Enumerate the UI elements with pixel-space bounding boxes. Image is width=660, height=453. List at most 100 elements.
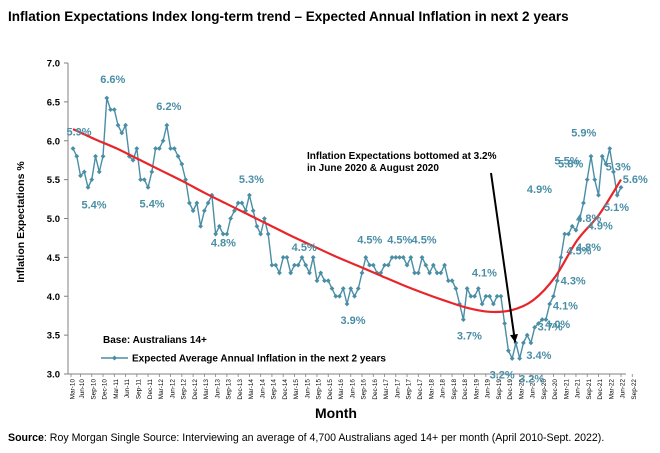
x-tick-label: Jun-11 — [124, 379, 131, 399]
data-point — [123, 122, 128, 128]
data-point — [96, 169, 102, 175]
data-point — [235, 200, 241, 206]
data-point — [134, 146, 140, 151]
data-point — [164, 122, 170, 128]
x-tick-label: Jun-14 — [259, 379, 266, 399]
x-tick-label: Dec-17 — [417, 379, 424, 400]
annotation-layer: Inflation Expectations bottomed at 3.2%i… — [307, 151, 518, 343]
data-point — [524, 332, 530, 338]
data-point — [168, 146, 173, 151]
trend-line — [72, 128, 622, 314]
x-tick-label: Dec-19 — [507, 379, 514, 400]
data-point — [329, 286, 335, 291]
data-point — [393, 254, 399, 260]
data-point — [599, 153, 605, 159]
data-label: 5.4% — [624, 0, 649, 3]
data-point — [190, 208, 196, 214]
data-point — [397, 254, 402, 260]
source-note: Source: Roy Morgan Single Source: Interv… — [8, 432, 604, 444]
x-tick-label: Mar-18 — [428, 379, 435, 400]
data-point — [318, 270, 324, 276]
x-tick-label: Jun-22 — [620, 379, 627, 399]
data-point — [382, 262, 387, 268]
data-point — [438, 270, 444, 276]
x-tick-label: Dec-13 — [237, 379, 244, 400]
data-point — [528, 340, 534, 346]
data-point — [273, 262, 279, 268]
x-tick-label: Sep-21 — [586, 379, 593, 400]
data-point — [303, 262, 309, 268]
x-axis-label: Month — [315, 405, 357, 421]
data-point — [262, 216, 267, 221]
data-label: 3.7% — [457, 331, 482, 343]
data-point — [532, 324, 538, 330]
data-point — [584, 177, 590, 183]
data-point — [423, 262, 429, 268]
x-tick-label: Sep-16 — [361, 379, 368, 400]
x-tick-label: Mar-11 — [113, 379, 120, 399]
data-point — [250, 208, 256, 214]
data-label: 4.9% — [527, 184, 552, 196]
data-point — [483, 293, 489, 299]
x-tick-label: Mar-21 — [563, 379, 570, 400]
data-point — [502, 321, 508, 326]
x-tick-label: Dec-11 — [147, 379, 154, 400]
data-point — [258, 231, 264, 237]
data-point — [445, 278, 451, 284]
annotation-text: in June 2020 & August 2020 — [307, 163, 439, 174]
data-label: 4.5% — [387, 234, 412, 246]
data-point — [239, 200, 245, 206]
data-point — [468, 293, 474, 299]
x-tick-label: Jun-12 — [169, 379, 176, 399]
data-point — [138, 177, 143, 183]
y-tick-labels: 3.0 3.5 4.0 4.5 5.0 5.5 6.0 6.5 7.0 — [47, 59, 68, 381]
data-point — [536, 321, 541, 326]
y-tick-label: 7.0 — [47, 59, 60, 70]
data-point — [400, 254, 406, 260]
data-label: 4.8% — [211, 237, 236, 249]
data-point — [314, 278, 320, 284]
data-point — [224, 231, 230, 237]
legend-point-marker — [112, 355, 117, 361]
data-label: 3.7% — [538, 322, 563, 334]
data-point — [85, 185, 91, 190]
data-point — [228, 216, 234, 221]
data-point — [194, 200, 200, 206]
data-point — [521, 340, 526, 346]
data-point — [205, 200, 211, 206]
data-label: 4.0% — [545, 319, 570, 331]
x-tick-label: Jun-20 — [530, 379, 537, 399]
data-point — [247, 192, 252, 198]
data-point — [460, 317, 466, 322]
data-point — [603, 161, 609, 167]
x-tick-label: Dec-18 — [462, 379, 469, 400]
data-point — [389, 254, 395, 260]
y-tick-label: 6.5 — [47, 97, 61, 108]
x-tick-label: Mar-12 — [158, 379, 165, 400]
data-point — [554, 278, 560, 284]
data-point — [231, 208, 237, 214]
data-point — [89, 177, 95, 183]
data-label: 5.3% — [606, 161, 631, 173]
data-label: 4.3% — [561, 276, 586, 288]
x-tick-label: Dec-20 — [552, 379, 559, 400]
data-point — [562, 231, 568, 237]
x-tick-label: Mar-17 — [383, 379, 390, 400]
x-tick-labels: Mar-10 Jun-10 Sep-10 Dec-10 Mar-11 Jun-11 Sep-… — [70, 374, 638, 400]
data-point — [472, 293, 478, 299]
data-label: 5.4% — [81, 199, 106, 211]
base-note: Base: Australians 14+ — [103, 335, 207, 346]
data-point — [288, 270, 294, 276]
data-point — [363, 254, 369, 260]
data-label: 4.5% — [357, 234, 382, 246]
data-point — [292, 262, 297, 268]
x-tick-label: Sep-11 — [135, 379, 142, 400]
data-point — [543, 317, 549, 322]
data-label: 5.9% — [571, 128, 596, 140]
data-label: 4.1% — [472, 267, 497, 279]
y-axis-label: Inflation Expectations % — [15, 161, 27, 283]
data-point — [577, 216, 583, 221]
legend-entry-label: Expected Average Annual Inflation in the… — [132, 354, 386, 365]
line-chart: 3.0 3.5 4.0 4.5 5.0 5.5 6.0 6.5 7.0 Mar-10 Jun-10… — [15, 0, 650, 421]
data-point — [299, 254, 305, 260]
